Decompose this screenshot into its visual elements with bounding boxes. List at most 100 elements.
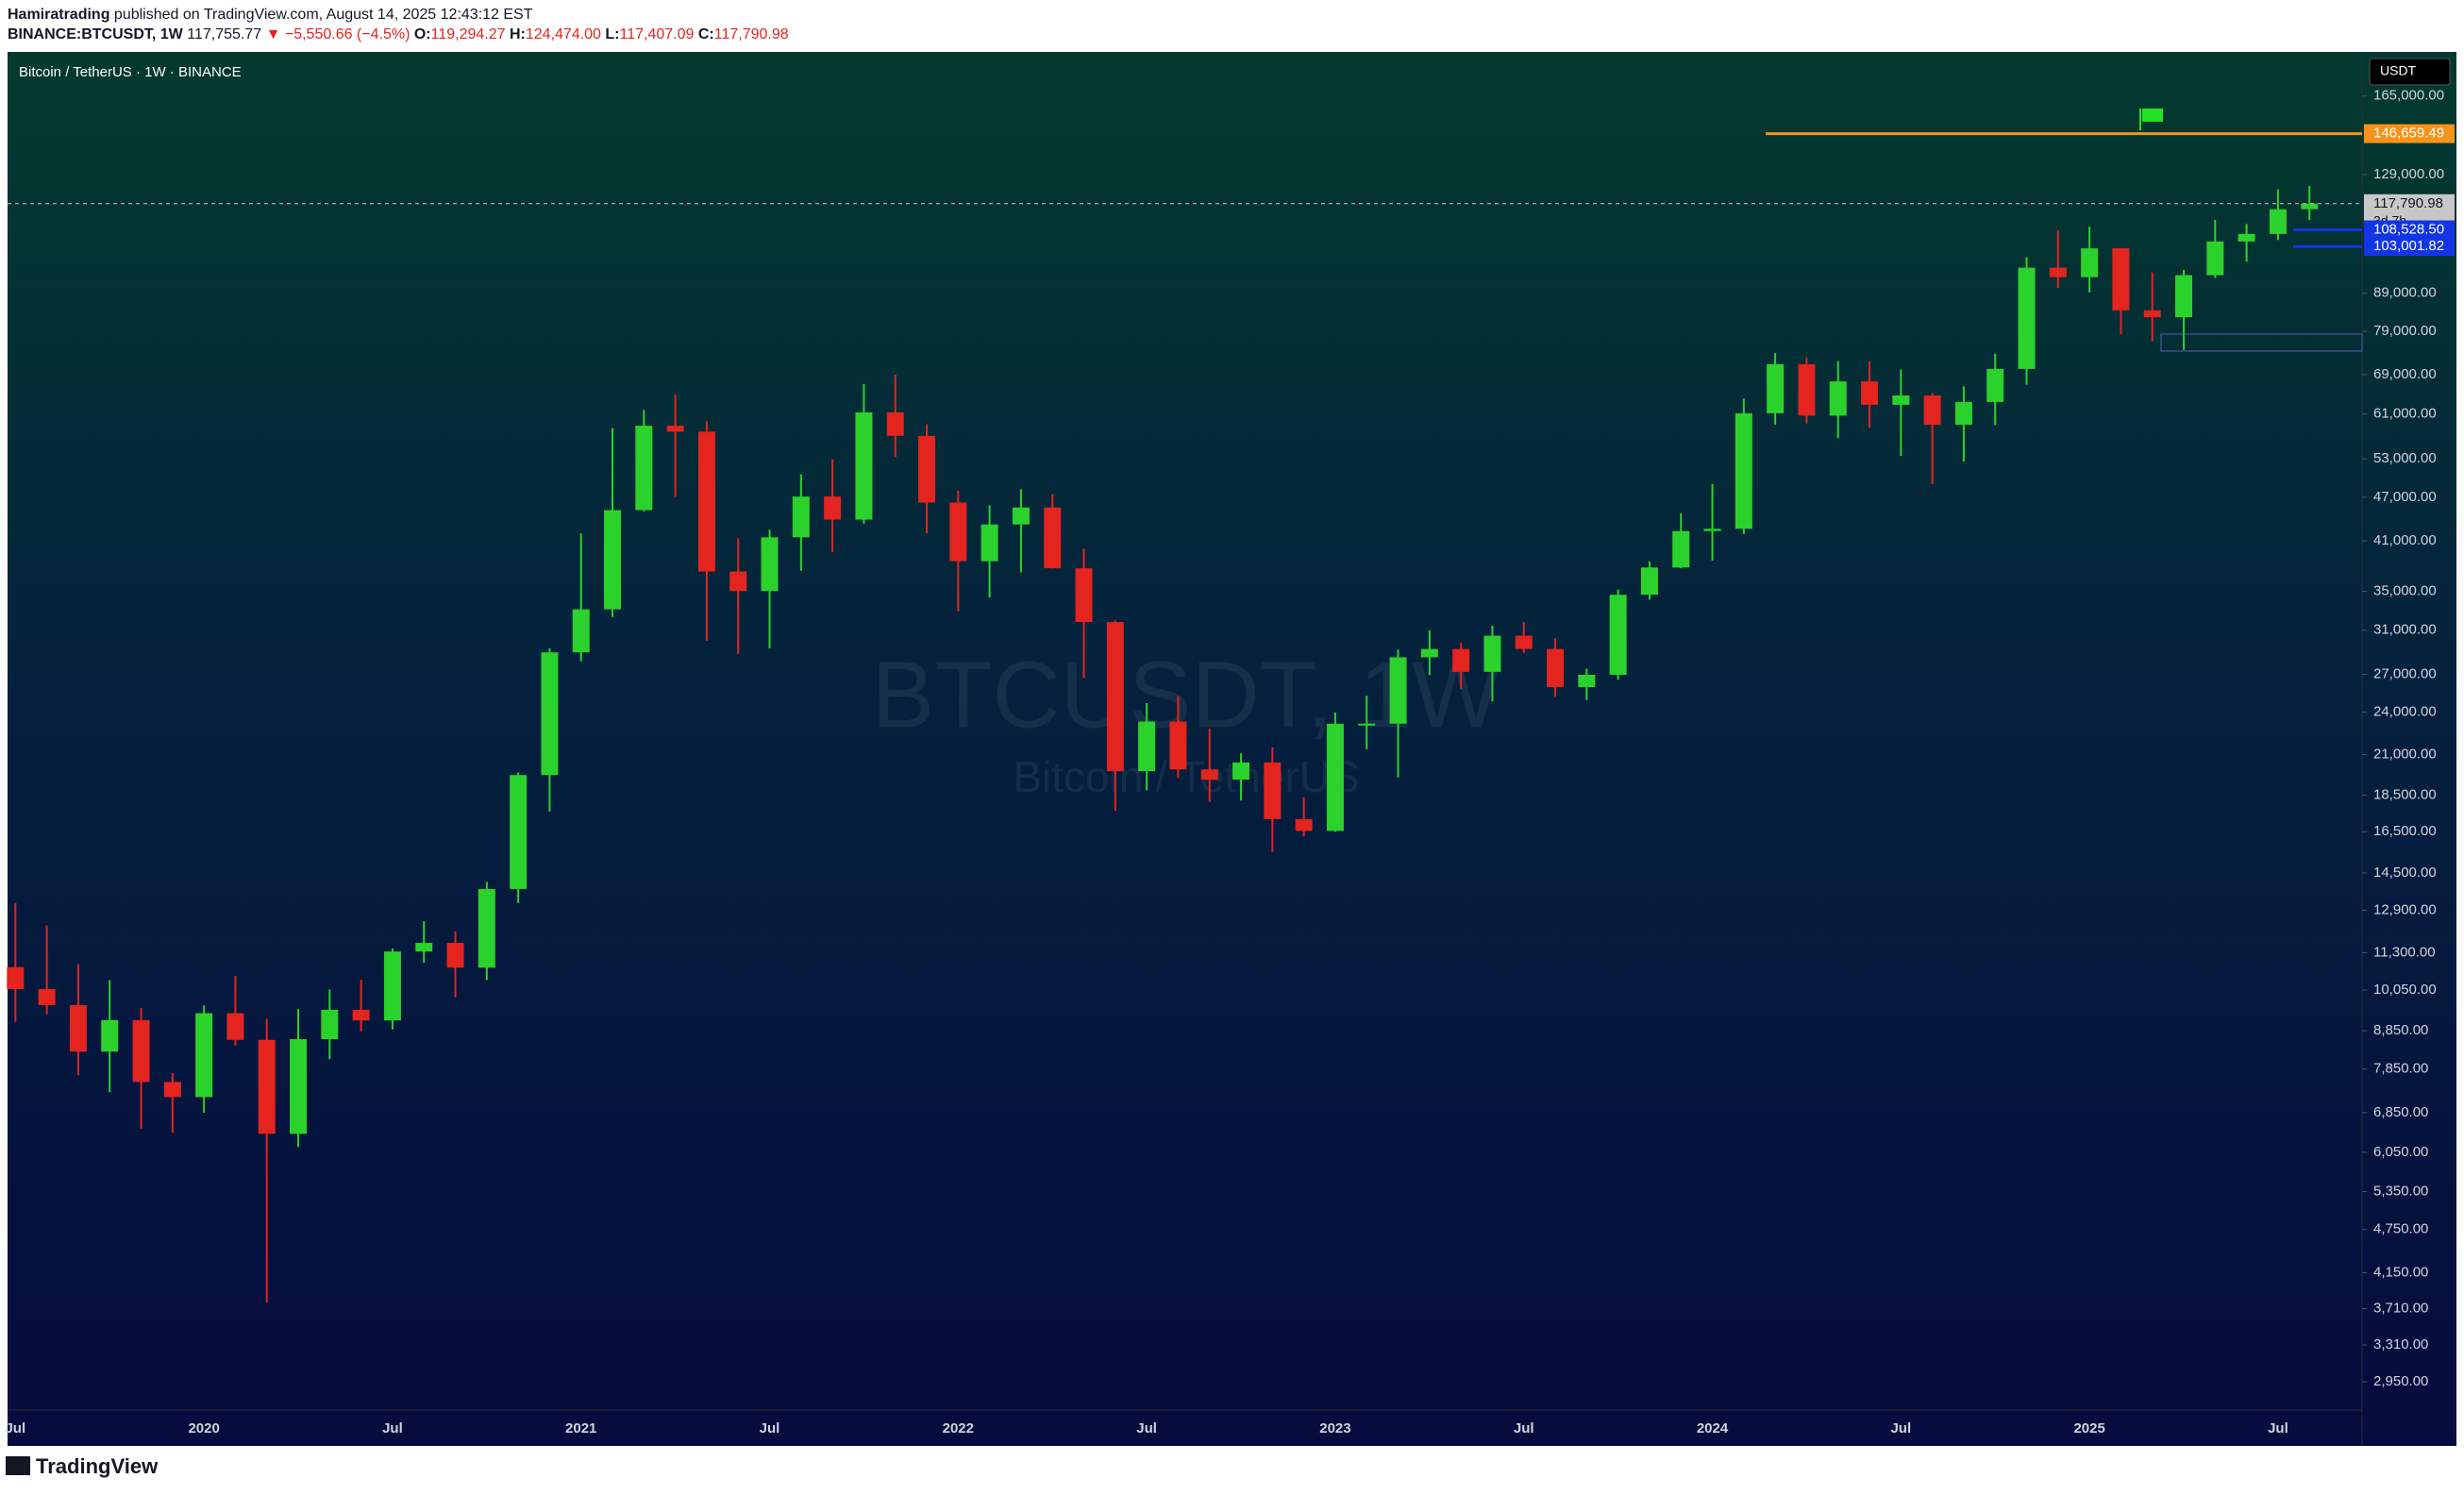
price-label: 108,528.50	[2373, 221, 2444, 237]
currency[interactable]: USDT	[2380, 63, 2417, 78]
y-tick-label: 21,000.00	[2373, 747, 2437, 763]
candle-body	[1075, 568, 1093, 623]
y-tick-label: 5,350.00	[2373, 1183, 2428, 1199]
candle-body	[635, 426, 653, 511]
candle-body	[729, 571, 747, 592]
candle-body	[1483, 635, 1501, 672]
y-tick-label: 35,000.00	[2373, 583, 2437, 599]
x-tick-label: 2024	[1697, 1420, 1729, 1436]
candle-body	[1452, 648, 1470, 672]
x-tick-label: Jul	[382, 1420, 403, 1436]
candle-body	[2238, 233, 2255, 242]
candle-body	[101, 1019, 119, 1052]
candle-body	[2143, 310, 2161, 318]
candle-body	[792, 496, 810, 538]
candle-body	[415, 943, 433, 952]
y-tick-label: 10,050.00	[2373, 982, 2437, 998]
candle-body	[290, 1039, 308, 1134]
y-tick-label: 31,000.00	[2373, 622, 2437, 638]
candle-body	[1106, 622, 1124, 772]
y-tick-label: 24,000.00	[2373, 703, 2437, 719]
ohlc-value: 117,790.98	[714, 26, 789, 42]
price-label: 117,790.98	[2373, 195, 2443, 211]
candle-body	[1295, 818, 1313, 831]
logo	[6, 1456, 30, 1475]
candle-body	[1232, 762, 1250, 781]
change: ▼ −5,550.66 (−4.5%)	[266, 26, 411, 42]
candle-body	[2112, 248, 2130, 311]
y-tick-label: 8,850.00	[2373, 1022, 2428, 1038]
candle-body	[855, 412, 873, 520]
price-label-box	[2364, 237, 2455, 257]
candle-body	[572, 609, 590, 653]
candle-body	[981, 524, 998, 562]
candle-body	[2175, 275, 2193, 318]
candle-body	[2018, 267, 2036, 369]
candle-body	[2049, 267, 2067, 277]
plot: 165,000.00 129,000.00 89,000.00 79,000.00 69…	[5, 88, 2455, 1436]
candle-body	[2301, 203, 2319, 210]
y-tick-label: 6,050.00	[2373, 1144, 2428, 1160]
chart-title: Bitcoin / TetherUS · 1W · BINANCE	[19, 64, 242, 80]
candle-body	[761, 537, 779, 592]
y-tick-label: 89,000.00	[2373, 285, 2437, 301]
candle-body	[1420, 648, 1438, 658]
candle-body	[1892, 395, 1910, 405]
candle-body	[478, 888, 495, 968]
x-tick-label: 2023	[1319, 1420, 1350, 1436]
candle-body	[697, 431, 715, 572]
candle-body	[1640, 567, 1658, 596]
y-tick-label: 79,000.00	[2373, 323, 2437, 339]
candle-body	[1326, 723, 1344, 831]
x-tick-label: Jul	[1514, 1420, 1534, 1436]
y-tick-label: 7,850.00	[2373, 1061, 2428, 1077]
candle-body	[446, 943, 464, 968]
currency-box[interactable]	[2369, 58, 2451, 86]
candle-body	[321, 1009, 339, 1040]
candle-body	[1703, 529, 1721, 531]
flag	[2142, 109, 2163, 122]
y-tick-label: 6,850.00	[2373, 1104, 2428, 1120]
candle-body	[1954, 401, 1972, 426]
candle-body	[1609, 595, 1627, 675]
last-price: 117,755.77	[187, 26, 261, 42]
y-tick-label: 53,000.00	[2373, 450, 2437, 466]
candle-body	[949, 502, 967, 562]
y-tick-label: 4,750.00	[2373, 1221, 2428, 1237]
candle-body	[2081, 248, 2099, 277]
candle-body	[1986, 368, 2004, 402]
price-label: 103,001.82	[2373, 238, 2444, 254]
candle-body	[918, 435, 936, 503]
candle-body	[1358, 723, 1376, 726]
publish-line: Hamiratrading published on TradingView.c…	[8, 7, 533, 23]
candle-body	[1389, 657, 1407, 724]
price-label-box	[2364, 124, 2455, 143]
candle-body	[69, 1004, 87, 1052]
candle-body	[1861, 381, 1879, 405]
ohlc-label: L:	[605, 26, 619, 42]
candle-body	[195, 1013, 213, 1098]
candle-body	[1735, 412, 1752, 529]
candle-body	[541, 652, 559, 776]
candle-body	[258, 1039, 276, 1134]
y-tick-label: 165,000.00	[2373, 88, 2444, 104]
brand: TradingView	[36, 1454, 159, 1478]
y-tick-label: 2,950.00	[2373, 1373, 2428, 1389]
x-tick-label: 2020	[188, 1420, 219, 1436]
candle-body	[352, 1009, 370, 1021]
published: published on TradingView.com, August 14,…	[114, 7, 533, 23]
y-tick-label: 3,310.00	[2373, 1336, 2428, 1352]
candle-body	[510, 775, 528, 889]
candle-body	[1923, 395, 1941, 426]
candle-body	[38, 989, 56, 1005]
ohlc-value: 117,407.09	[620, 26, 695, 42]
candle-body	[1044, 507, 1062, 569]
y-tick-label: 4,150.00	[2373, 1264, 2428, 1280]
ohlc-label: C:	[698, 26, 714, 42]
candle-body	[163, 1082, 181, 1098]
x-tick-label: Jul	[5, 1420, 25, 1436]
candle-body	[1829, 381, 1847, 416]
candle-body	[1672, 530, 1690, 568]
candle-body	[132, 1019, 150, 1083]
y-tick-label: 47,000.00	[2373, 489, 2437, 505]
